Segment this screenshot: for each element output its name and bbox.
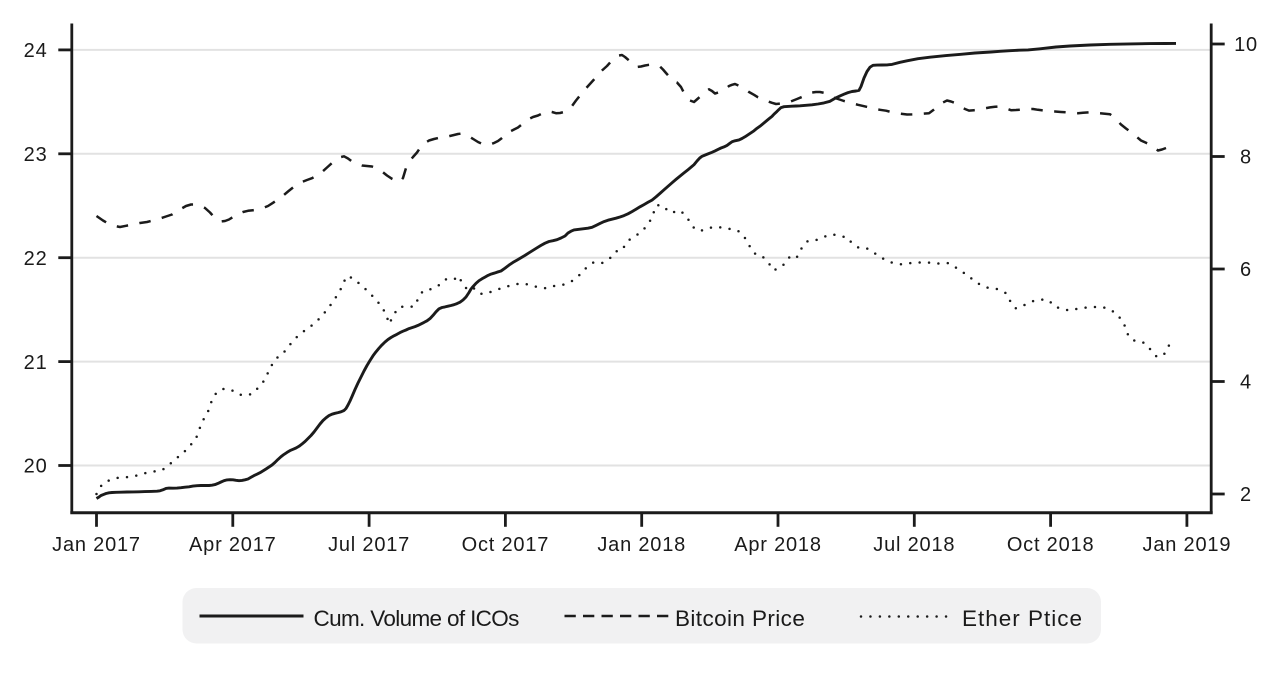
svg-text:Oct 2018: Oct 2018 (1007, 534, 1095, 556)
svg-text:Jul 2018: Jul 2018 (873, 534, 955, 556)
svg-text:Ether Ptice: Ether Ptice (962, 606, 1083, 631)
svg-text:Bitcoin Price: Bitcoin Price (675, 606, 805, 631)
svg-text:8: 8 (1240, 147, 1252, 169)
svg-text:4: 4 (1240, 372, 1252, 394)
svg-text:Oct 2017: Oct 2017 (462, 534, 550, 556)
svg-text:Jan 2019: Jan 2019 (1143, 534, 1232, 556)
svg-text:23: 23 (24, 144, 48, 166)
svg-text:10: 10 (1234, 34, 1258, 56)
svg-text:Jan 2017: Jan 2017 (52, 534, 141, 556)
svg-text:Jul 2017: Jul 2017 (328, 534, 410, 556)
svg-text:22: 22 (24, 248, 48, 270)
svg-text:24: 24 (24, 40, 48, 62)
svg-text:21: 21 (24, 352, 48, 374)
svg-text:2: 2 (1240, 484, 1252, 506)
svg-text:Apr 2017: Apr 2017 (189, 534, 277, 556)
svg-text:6: 6 (1240, 259, 1252, 281)
svg-text:Jan 2018: Jan 2018 (597, 534, 686, 556)
svg-text:Apr 2018: Apr 2018 (734, 534, 822, 556)
svg-text:Cum. Volume of ICOs: Cum. Volume of ICOs (314, 606, 520, 631)
svg-text:20: 20 (24, 456, 48, 478)
